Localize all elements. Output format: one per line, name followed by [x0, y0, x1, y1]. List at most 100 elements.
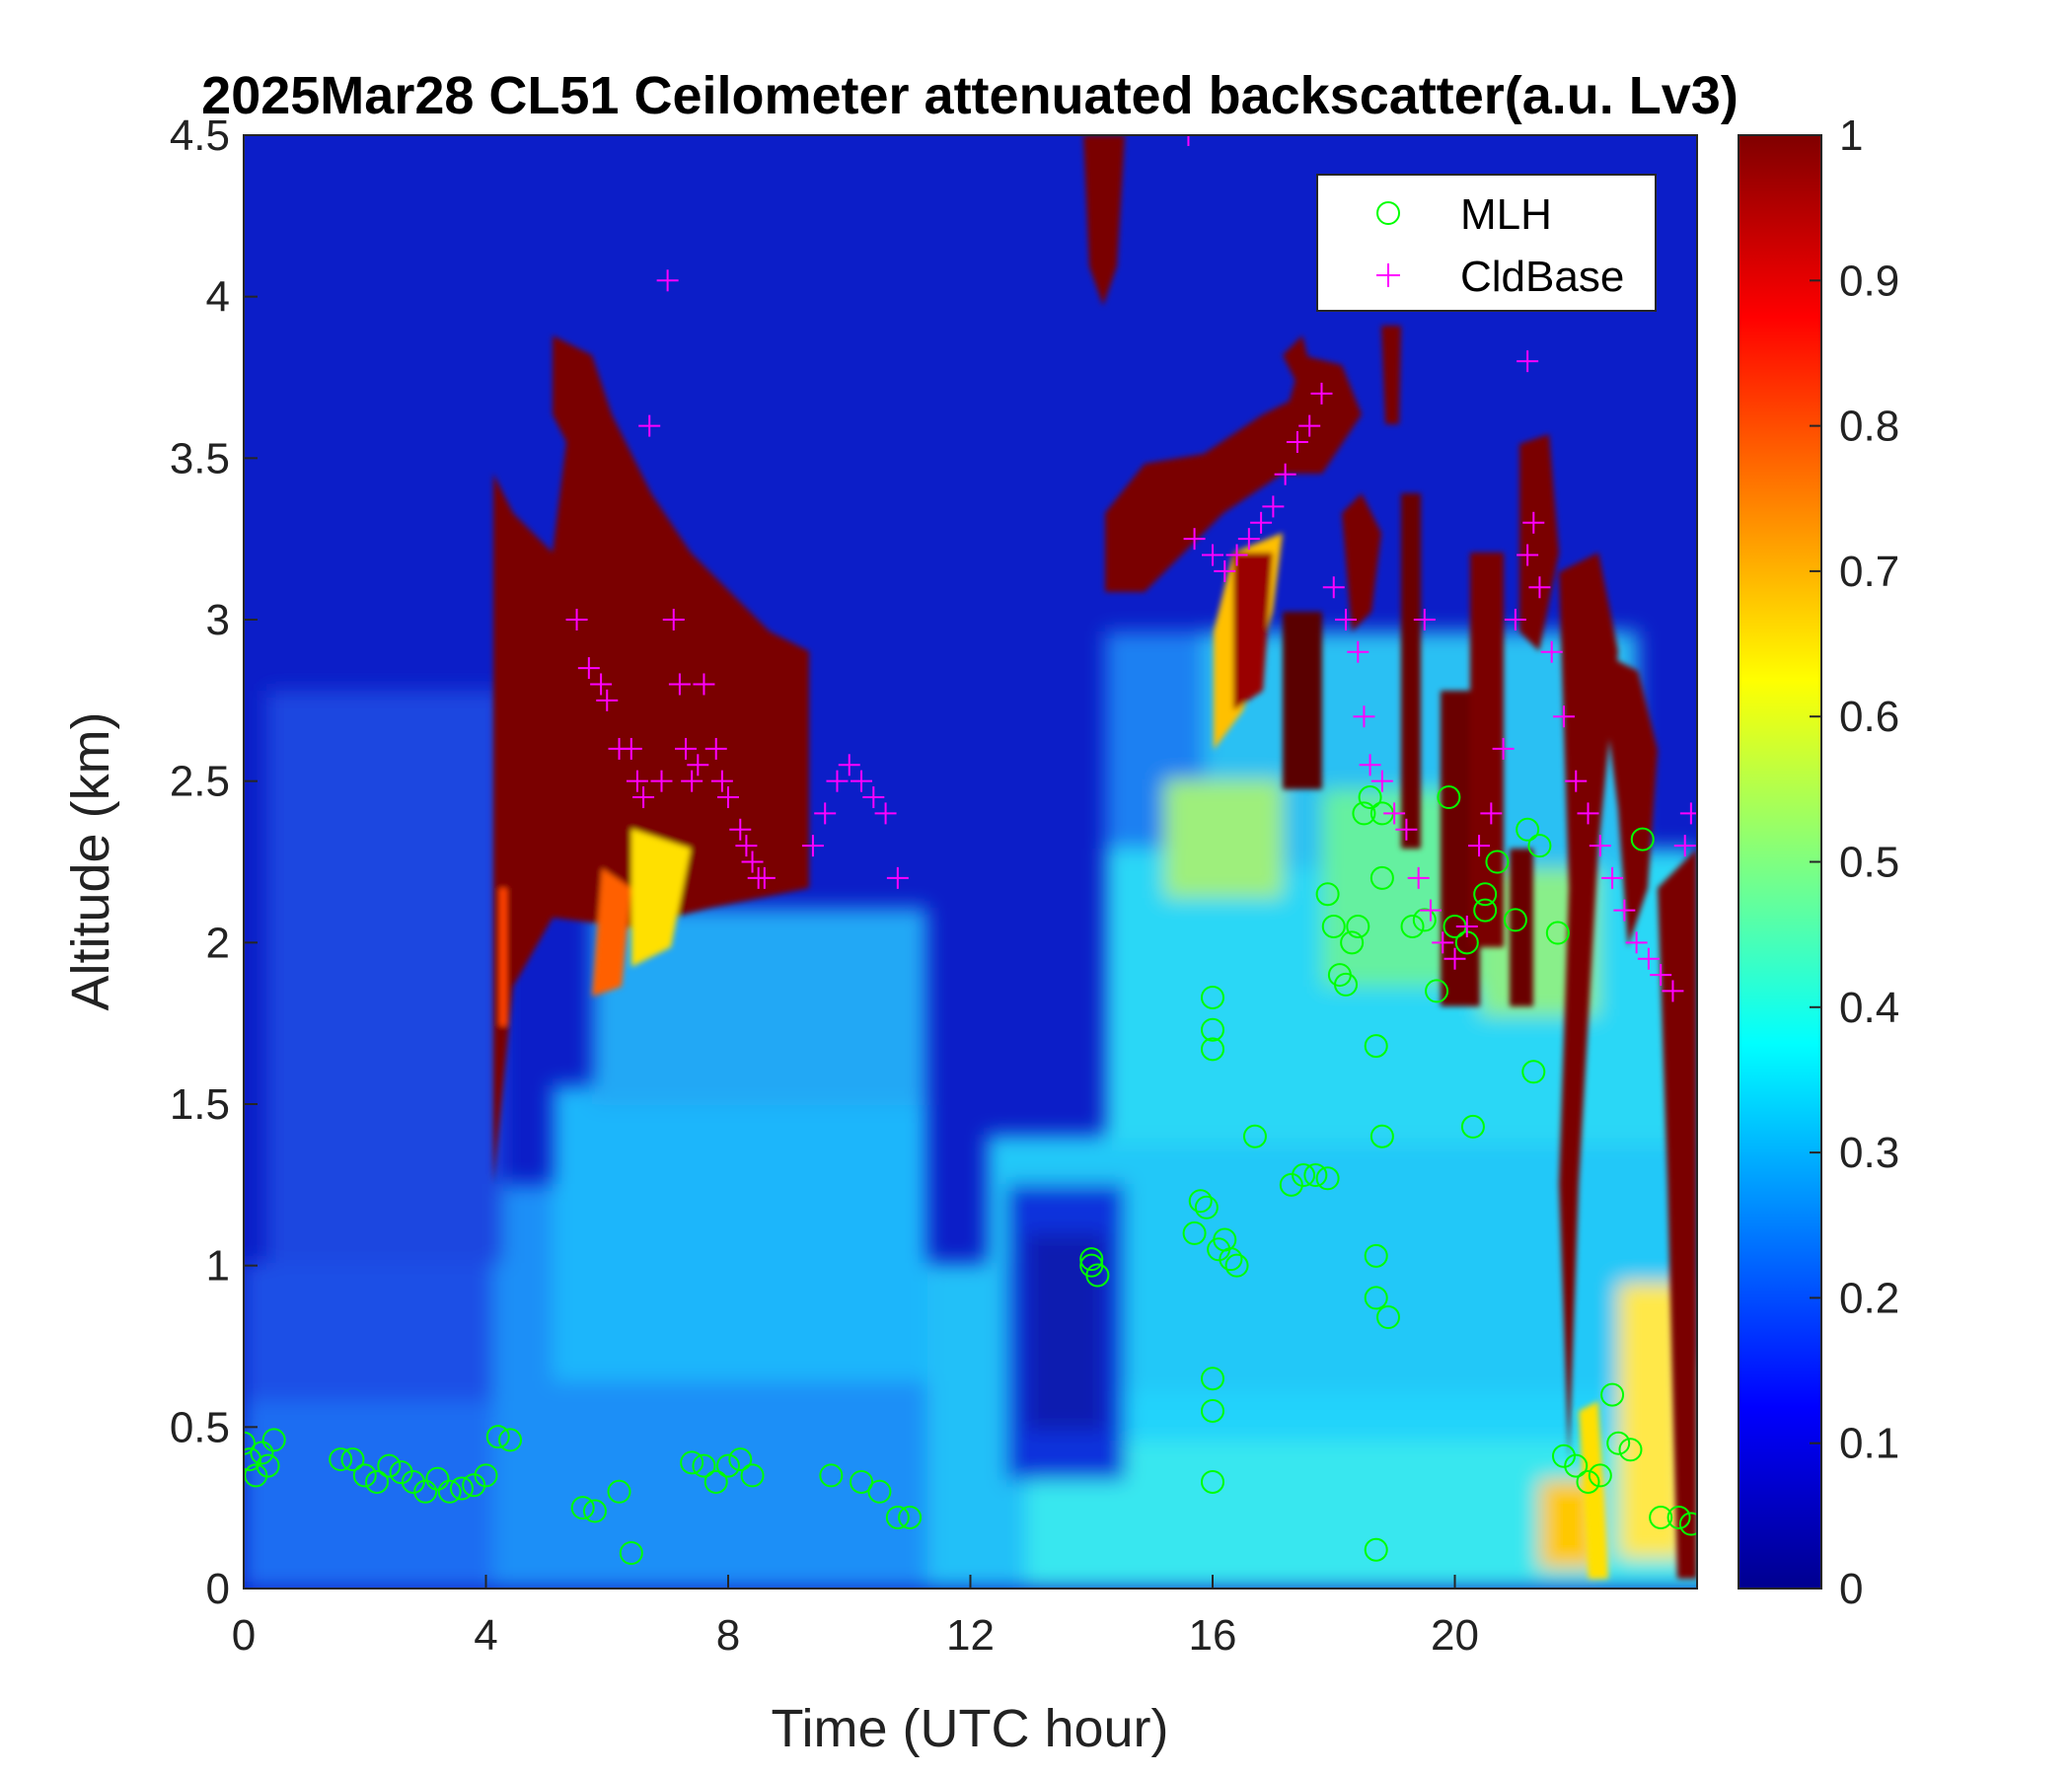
y-tick-label: 1 [206, 1242, 230, 1291]
y-tick-label: 2.5 [170, 758, 230, 806]
cldbase-point [862, 786, 885, 809]
mlh-point [1400, 914, 1425, 938]
y-tick-label: 1.5 [170, 1080, 230, 1129]
cldbase-point [1528, 576, 1551, 599]
cldbase-point [1359, 754, 1381, 777]
x-tick-label: 12 [946, 1611, 995, 1660]
colorbar-tick-label: 0.2 [1839, 1274, 1899, 1322]
mlh-point [1564, 1453, 1589, 1478]
cldbase-point [681, 770, 703, 792]
y-tick-label: 3.5 [170, 434, 230, 482]
cldbase-point [1650, 964, 1672, 987]
x-tick-label: 20 [1431, 1611, 1479, 1660]
x-tick-label: 0 [232, 1611, 256, 1660]
x-tick-label: 4 [474, 1611, 497, 1660]
mlh-point [1666, 1505, 1691, 1529]
mlh-point [1079, 1247, 1104, 1272]
mlh-point [619, 1540, 643, 1565]
cldbase-point [1250, 511, 1273, 534]
mlh-point [474, 1463, 498, 1488]
cldbase-point [1407, 866, 1430, 889]
cldbase-point [1237, 528, 1260, 551]
cldbase-point [1625, 931, 1648, 954]
cldbase-point [1286, 430, 1308, 453]
mlh-point [1292, 1163, 1316, 1188]
x-axis-label: Time (UTC hour) [771, 1699, 1168, 1758]
cldbase-point [1177, 135, 1200, 146]
colorbar-tick-label: 0.8 [1839, 403, 1899, 451]
x-tick-label: 16 [1189, 1611, 1237, 1660]
cldbase-point [1347, 640, 1369, 663]
colorbar-tick-label: 0.6 [1839, 693, 1899, 741]
mlh-point [1460, 1114, 1485, 1139]
legend-label-cldbase: CldBase [1460, 253, 1624, 301]
mlh-point [1201, 1469, 1224, 1494]
mlh-point [1188, 1189, 1213, 1214]
mlh-point [582, 1499, 607, 1523]
y-axis-label: Altitude (km) [61, 711, 120, 1010]
cldbase-point [650, 770, 673, 792]
cldbase-point [729, 818, 752, 841]
mlh-point [401, 1469, 425, 1494]
cldbase-point [1225, 544, 1248, 566]
mlh-point [1201, 1037, 1224, 1062]
cldbase-point [1298, 414, 1321, 437]
mlh-point [1303, 1163, 1328, 1188]
y-axis-ticks: 0 0.5 1 1.5 2 2.5 3 3.5 4 4.5 [170, 111, 258, 1613]
cldbase-point [1577, 802, 1599, 825]
cldbase-point [1673, 835, 1696, 857]
mlh-point [1369, 865, 1394, 890]
mlh-point [244, 1431, 256, 1455]
mlh-point [1334, 972, 1359, 997]
cldbase-point [1395, 818, 1418, 841]
cldbase-point [838, 754, 860, 777]
mlh-point [716, 1453, 740, 1478]
plot-area [244, 135, 1697, 1589]
mlh-point [329, 1447, 353, 1472]
cldbase-point [886, 866, 909, 889]
mlh-point [1201, 1367, 1224, 1391]
cldbase-point [851, 770, 873, 792]
colorbar-tick-label: 1 [1839, 111, 1863, 160]
mlh-point [1364, 1286, 1388, 1310]
cldbase-point [1274, 463, 1296, 485]
cldbase-point [687, 754, 709, 777]
cldbase-point [1455, 915, 1478, 937]
mlh-point [261, 1428, 286, 1452]
y-tick-label: 0.5 [170, 1403, 230, 1451]
mlh-point [256, 1453, 280, 1478]
mlh-point [1375, 1305, 1400, 1330]
cldbase-point [693, 673, 715, 696]
colorbar-tick-label: 0.9 [1839, 257, 1899, 305]
mlh-point [1085, 1263, 1110, 1288]
legend: MLH CldBase [1316, 174, 1657, 312]
cldbase-point [1310, 382, 1333, 405]
mlh-point [1649, 1505, 1673, 1529]
cldbase-point [1183, 528, 1206, 551]
mlh-point [819, 1463, 844, 1488]
mlh-point [1364, 1034, 1388, 1059]
mlh-point [1545, 921, 1570, 945]
mlh-point [250, 1441, 274, 1465]
cldbase-point [1413, 609, 1436, 630]
cldbase-point [1517, 350, 1539, 373]
legend-label-mlh: MLH [1460, 190, 1552, 239]
mlh-point [1503, 908, 1527, 932]
cldbase-point [1353, 705, 1375, 728]
mlh-point [1364, 1243, 1388, 1268]
colorbar-tick-label: 0.1 [1839, 1420, 1899, 1468]
mlh-point [1516, 817, 1540, 842]
cldbase-point [1601, 866, 1624, 889]
cldbase-point [826, 770, 849, 792]
mlh-point [1315, 882, 1340, 907]
colorbar [1738, 134, 1822, 1590]
mlh-point [1369, 1124, 1394, 1148]
cldbase-point [590, 673, 613, 696]
mlh-point [1346, 914, 1370, 938]
cldbase-point [1492, 737, 1515, 760]
cldbase-point [717, 786, 739, 809]
cldbase-point [704, 737, 727, 760]
mlh-point [1606, 1431, 1631, 1455]
cldbase-point [1468, 835, 1491, 857]
